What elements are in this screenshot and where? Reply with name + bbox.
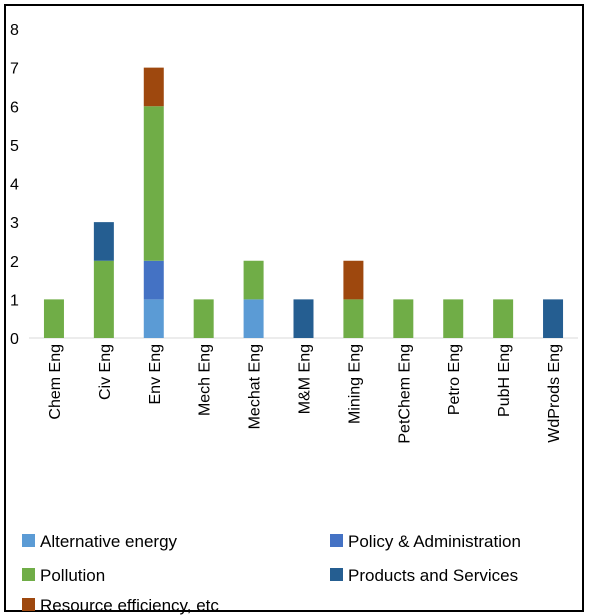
- x-tick-label: PetChem Eng: [396, 344, 413, 444]
- y-tick-label: 6: [10, 99, 19, 116]
- bar-segment-pollution: [493, 299, 514, 338]
- x-tick-label: M&M Eng: [297, 344, 314, 414]
- x-tick-label: Petro Eng: [446, 344, 463, 415]
- legend-label: Pollution: [40, 566, 105, 585]
- y-tick-label: 1: [10, 292, 19, 309]
- bar-segment-pollution: [43, 299, 64, 338]
- legend-item-alternative-energy: Alternative energy: [22, 532, 178, 551]
- legend-label: Resource efficiency, etc: [40, 596, 219, 615]
- bar-segment-products-and-services: [543, 299, 564, 338]
- bar-segment-pollution: [343, 299, 364, 338]
- x-tick-label: Mech Eng: [197, 344, 214, 416]
- bar-segment-pollution: [143, 106, 164, 261]
- y-tick-label: 7: [10, 61, 19, 78]
- legend-item-resource-efficiency-etc: Resource efficiency, etc: [22, 596, 219, 615]
- legend-item-policy-and-administration: Policy & Administration: [330, 532, 521, 551]
- bar-segment-products-and-services: [293, 299, 314, 338]
- y-tick-label: 8: [10, 22, 19, 39]
- bar-segment-pollution: [443, 299, 464, 338]
- legend-swatch: [22, 568, 35, 581]
- bar-segment-resource-efficiency-etc: [343, 260, 364, 300]
- legend-item-pollution: Pollution: [22, 566, 105, 585]
- x-tick-label: Env Eng: [147, 344, 164, 404]
- bar-segment-alternative-energy: [143, 299, 164, 338]
- bar-segment-pollution: [243, 260, 264, 300]
- legend-label: Products and Services: [348, 566, 518, 585]
- y-tick-label: 4: [10, 177, 19, 194]
- x-tick-label: Mining Eng: [346, 344, 363, 424]
- y-tick-label: 3: [10, 215, 19, 232]
- bar-segment-resource-efficiency-etc: [143, 67, 164, 107]
- x-tick-label: WdProds Eng: [546, 344, 563, 443]
- legend-label: Alternative energy: [40, 532, 178, 551]
- bar-segment-pollution: [93, 260, 114, 338]
- bar-segment-pollution: [393, 299, 414, 338]
- bar-segment-products-and-services: [93, 222, 114, 261]
- x-tick-label: PubH Eng: [496, 344, 513, 417]
- bars: [43, 67, 564, 338]
- legend-item-products-and-services: Products and Services: [330, 566, 518, 585]
- y-tick-label: 2: [10, 254, 19, 271]
- y-tick-label: 0: [10, 331, 19, 348]
- x-tick-label: Chem Eng: [47, 344, 64, 420]
- y-tick-label: 5: [10, 138, 19, 155]
- bar-segment-policy-and-administration: [143, 260, 164, 300]
- legend-label: Policy & Administration: [348, 532, 521, 551]
- legend-swatch: [330, 534, 343, 547]
- bar-segment-pollution: [193, 299, 214, 338]
- legend-swatch: [330, 568, 343, 581]
- legend-swatch: [22, 598, 35, 611]
- x-tick-label: Civ Eng: [97, 344, 114, 400]
- x-axis-labels: Chem Eng Civ Eng Env Eng Mech Eng Mechat Eng…: [47, 344, 563, 444]
- x-tick-label: Mechat Eng: [247, 344, 264, 429]
- legend: Alternative energy Policy & Administratio…: [22, 532, 521, 615]
- bar-segment-alternative-energy: [243, 299, 264, 338]
- legend-swatch: [22, 534, 35, 547]
